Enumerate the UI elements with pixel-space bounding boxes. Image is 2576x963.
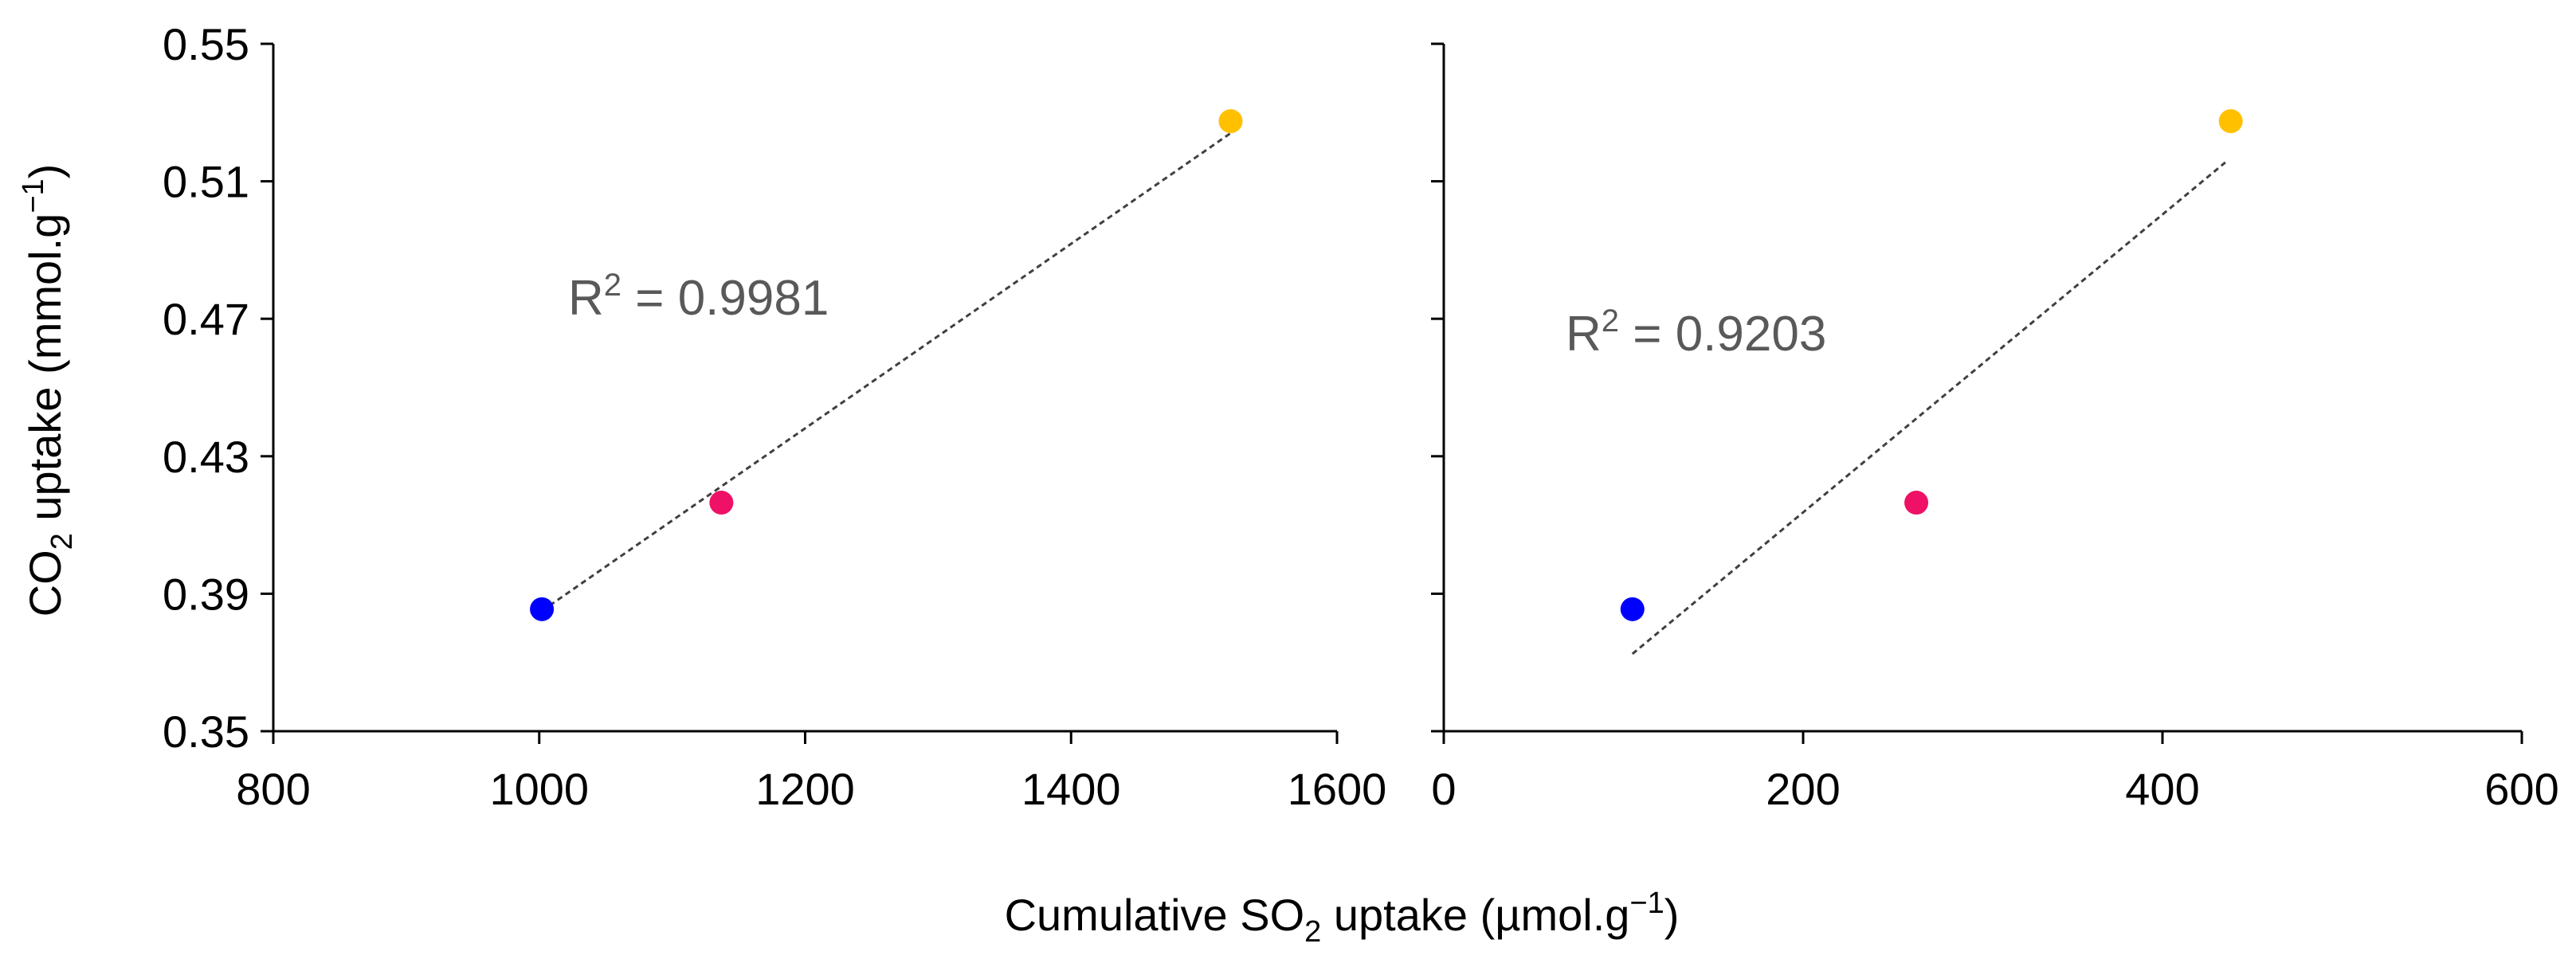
r-squared-superscript: 2 [604, 268, 621, 303]
r-squared-value: = 0.9981 [621, 271, 829, 326]
y-tick-label: 0.35 [163, 707, 249, 757]
left-panel: 0.35 0.39 0.43 0.47 0.51 0.55 800 1000 1200 1400 1… [163, 19, 1386, 814]
y-tick-label: 0.47 [163, 294, 249, 344]
r-squared-prefix: R [1566, 307, 1602, 362]
y-tick-label: 0.51 [163, 157, 249, 207]
x-tick-label: 1000 [489, 764, 589, 814]
x-tick-label: 1200 [755, 764, 855, 814]
r-squared-label: R2 = 0.9203 [1566, 303, 1826, 362]
y-tick-label: 0.55 [163, 19, 249, 69]
y-axis-title-sub: 2 [45, 533, 79, 550]
x-tick-label: 1400 [1021, 764, 1121, 814]
r-squared-label: R2 = 0.9981 [568, 268, 829, 326]
y-tick-label: 0.43 [163, 432, 249, 482]
y-axis-title-post: ) [20, 164, 70, 179]
y-tick-label: 0.39 [163, 569, 249, 619]
y-axis-title-pre: CO [20, 550, 70, 617]
x-axis-title-sup: −1 [1629, 887, 1664, 920]
trendline [541, 131, 1232, 613]
r-squared-superscript: 2 [1602, 303, 1619, 339]
data-point [1218, 109, 1243, 134]
x-axis-title: Cumulative SO2 uptake (µmol.g−1) [1005, 887, 1680, 949]
x-axis-title-mid: uptake (µmol.g [1321, 890, 1629, 940]
data-point [1620, 597, 1645, 621]
r-squared-prefix: R [568, 271, 604, 326]
x-tick-label: 0 [1431, 764, 1456, 814]
data-point [530, 597, 555, 621]
data-point [709, 491, 734, 515]
y-axis-title-sup: −1 [17, 178, 50, 213]
trendline [1631, 161, 2226, 656]
x-axis-title-pre: Cumulative SO [1005, 890, 1305, 940]
x-tick-label: 200 [1766, 764, 1840, 814]
x-tick-label: 1600 [1288, 764, 1387, 814]
right-panel: 0 200 400 600 R2 = 0.9203 [1431, 42, 2559, 814]
x-tick-label: 600 [2484, 764, 2558, 814]
x-tick-label: 800 [236, 764, 310, 814]
x-axis-title-sub: 2 [1304, 915, 1321, 949]
y-axis-title: CO2 uptake (mmol.g−1) [17, 164, 79, 617]
data-point [1904, 491, 1929, 515]
x-axis-title-post: ) [1664, 890, 1680, 940]
y-axis-title-mid: uptake (mmol.g [20, 213, 70, 534]
data-point [2218, 109, 2243, 134]
r-squared-value: = 0.9203 [1619, 307, 1826, 362]
x-tick-label: 400 [2125, 764, 2199, 814]
